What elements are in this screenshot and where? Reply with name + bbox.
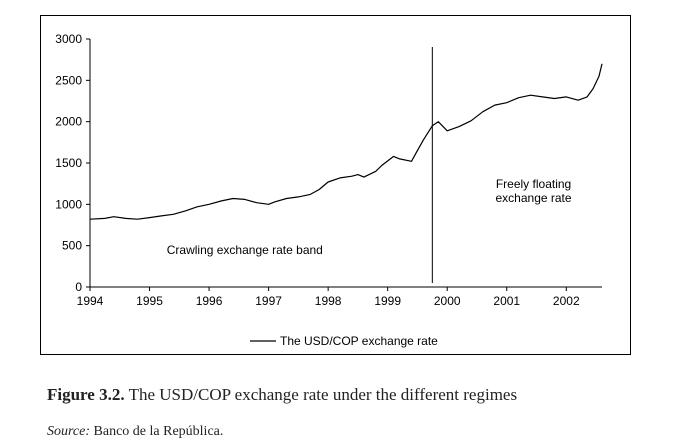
x-tick-label: 1994	[77, 294, 104, 308]
source-label: Source:	[47, 424, 91, 439]
x-tick-label: 1999	[374, 294, 401, 308]
y-tick-label: 1500	[55, 156, 82, 170]
y-tick-label: 500	[62, 239, 82, 253]
x-tick-label: 2001	[493, 294, 520, 308]
exchange-rate-line	[89, 63, 603, 220]
figure-caption-text: The USD/COP exchange rate under the diff…	[128, 385, 518, 404]
line-chart: 0 500 1000 1500 2000 2500 3000 1994 1995 1996 1997…	[55, 32, 603, 348]
figure-caption-label: Figure 3.2.	[47, 385, 125, 404]
figure-source: Source: Banco de la República.	[47, 424, 223, 440]
legend-label: The USD/COP exchange rate	[280, 334, 438, 348]
x-tick-label: 1995	[136, 294, 163, 308]
y-tick-label: 0	[75, 280, 82, 294]
x-tick-label: 2002	[553, 294, 580, 308]
annotation-crawling-band: Crawling exchange rate band	[167, 243, 323, 257]
x-tick-label: 1997	[255, 294, 282, 308]
y-tick-label: 2500	[55, 73, 82, 87]
x-tick-label: 1996	[196, 294, 223, 308]
annotation-freely-floating-line1: Freely floating	[496, 177, 571, 191]
x-tick-label: 1998	[315, 294, 342, 308]
annotation-freely-floating-line2: exchange rate	[496, 191, 572, 205]
y-tick-label: 1000	[55, 197, 82, 211]
y-tick-label: 2000	[55, 115, 82, 129]
source-text: Banco de la República.	[93, 424, 224, 439]
chart-frame	[40, 15, 631, 355]
x-tick-label: 2000	[434, 294, 461, 308]
figure-caption: Figure 3.2. The USD/COP exchange rate un…	[47, 385, 517, 405]
y-tick-label: 3000	[55, 32, 82, 46]
